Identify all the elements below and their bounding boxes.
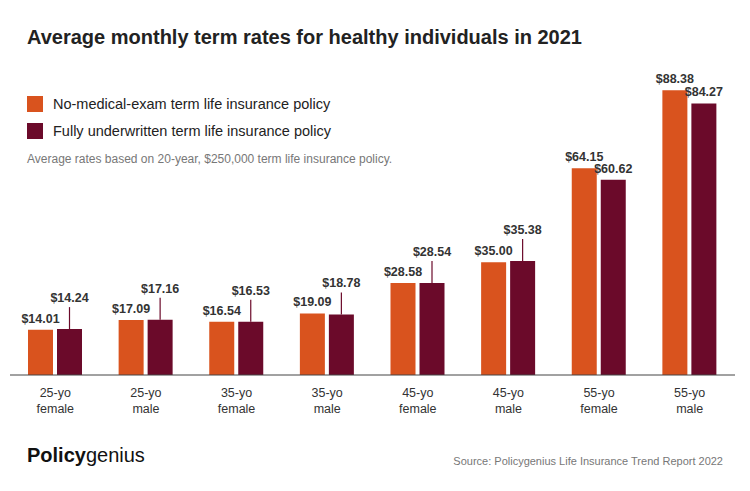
svg-text:$35.38: $35.38 — [504, 223, 542, 237]
svg-text:$14.01: $14.01 — [21, 312, 59, 326]
svg-text:$88.38: $88.38 — [656, 72, 694, 86]
svg-text:25-yomale: 25-yomale — [130, 386, 161, 416]
svg-text:35-yomale: 35-yomale — [312, 386, 343, 416]
svg-text:$28.54: $28.54 — [413, 245, 451, 259]
html-text:No-medical-exam term life insu: No-medical-exam term life insurance poli… — [53, 95, 331, 112]
svg-text:$17.16: $17.16 — [141, 282, 179, 296]
svg-text:25-yofemale: 25-yofemale — [37, 386, 75, 416]
html-text:Fully underwritten term life i: Fully underwritten term life insurance p… — [53, 122, 331, 139]
svg-text:$16.54: $16.54 — [203, 304, 241, 318]
svg-text:55-yomale: 55-yomale — [674, 386, 705, 416]
html-text:Average monthly term rates for: Average monthly term rates for healthy i… — [27, 26, 582, 48]
svg-text:$60.62: $60.62 — [594, 162, 632, 176]
svg-text:$14.24: $14.24 — [50, 291, 88, 305]
svg-text:$28.58: $28.58 — [384, 265, 422, 279]
svg-text:$35.00: $35.00 — [475, 244, 513, 258]
svg-text:45-yomale: 45-yomale — [493, 386, 524, 416]
svg-text:$17.09: $17.09 — [112, 302, 150, 316]
svg-text:$84.27: $84.27 — [685, 85, 723, 99]
svg-text:$64.15: $64.15 — [565, 150, 604, 165]
svg-text:45-yofemale: 45-yofemale — [399, 386, 437, 416]
svg-text:$16.53: $16.53 — [232, 284, 270, 298]
html-text:Average rates based on 20-year: Average rates based on 20-year, $250,000… — [27, 152, 393, 166]
html-text:Policy genius: Policy genius — [27, 444, 145, 466]
svg-text:35-yofemale: 35-yofemale — [218, 386, 256, 416]
svg-text:55-yofemale: 55-yofemale — [580, 386, 618, 416]
svg-text:$18.78: $18.78 — [322, 276, 360, 290]
svg-text:$19.09: $19.09 — [293, 295, 331, 309]
html-text:Source: Policygenius Life Insu: Source: Policygenius Life Insurance Tren… — [453, 455, 723, 467]
